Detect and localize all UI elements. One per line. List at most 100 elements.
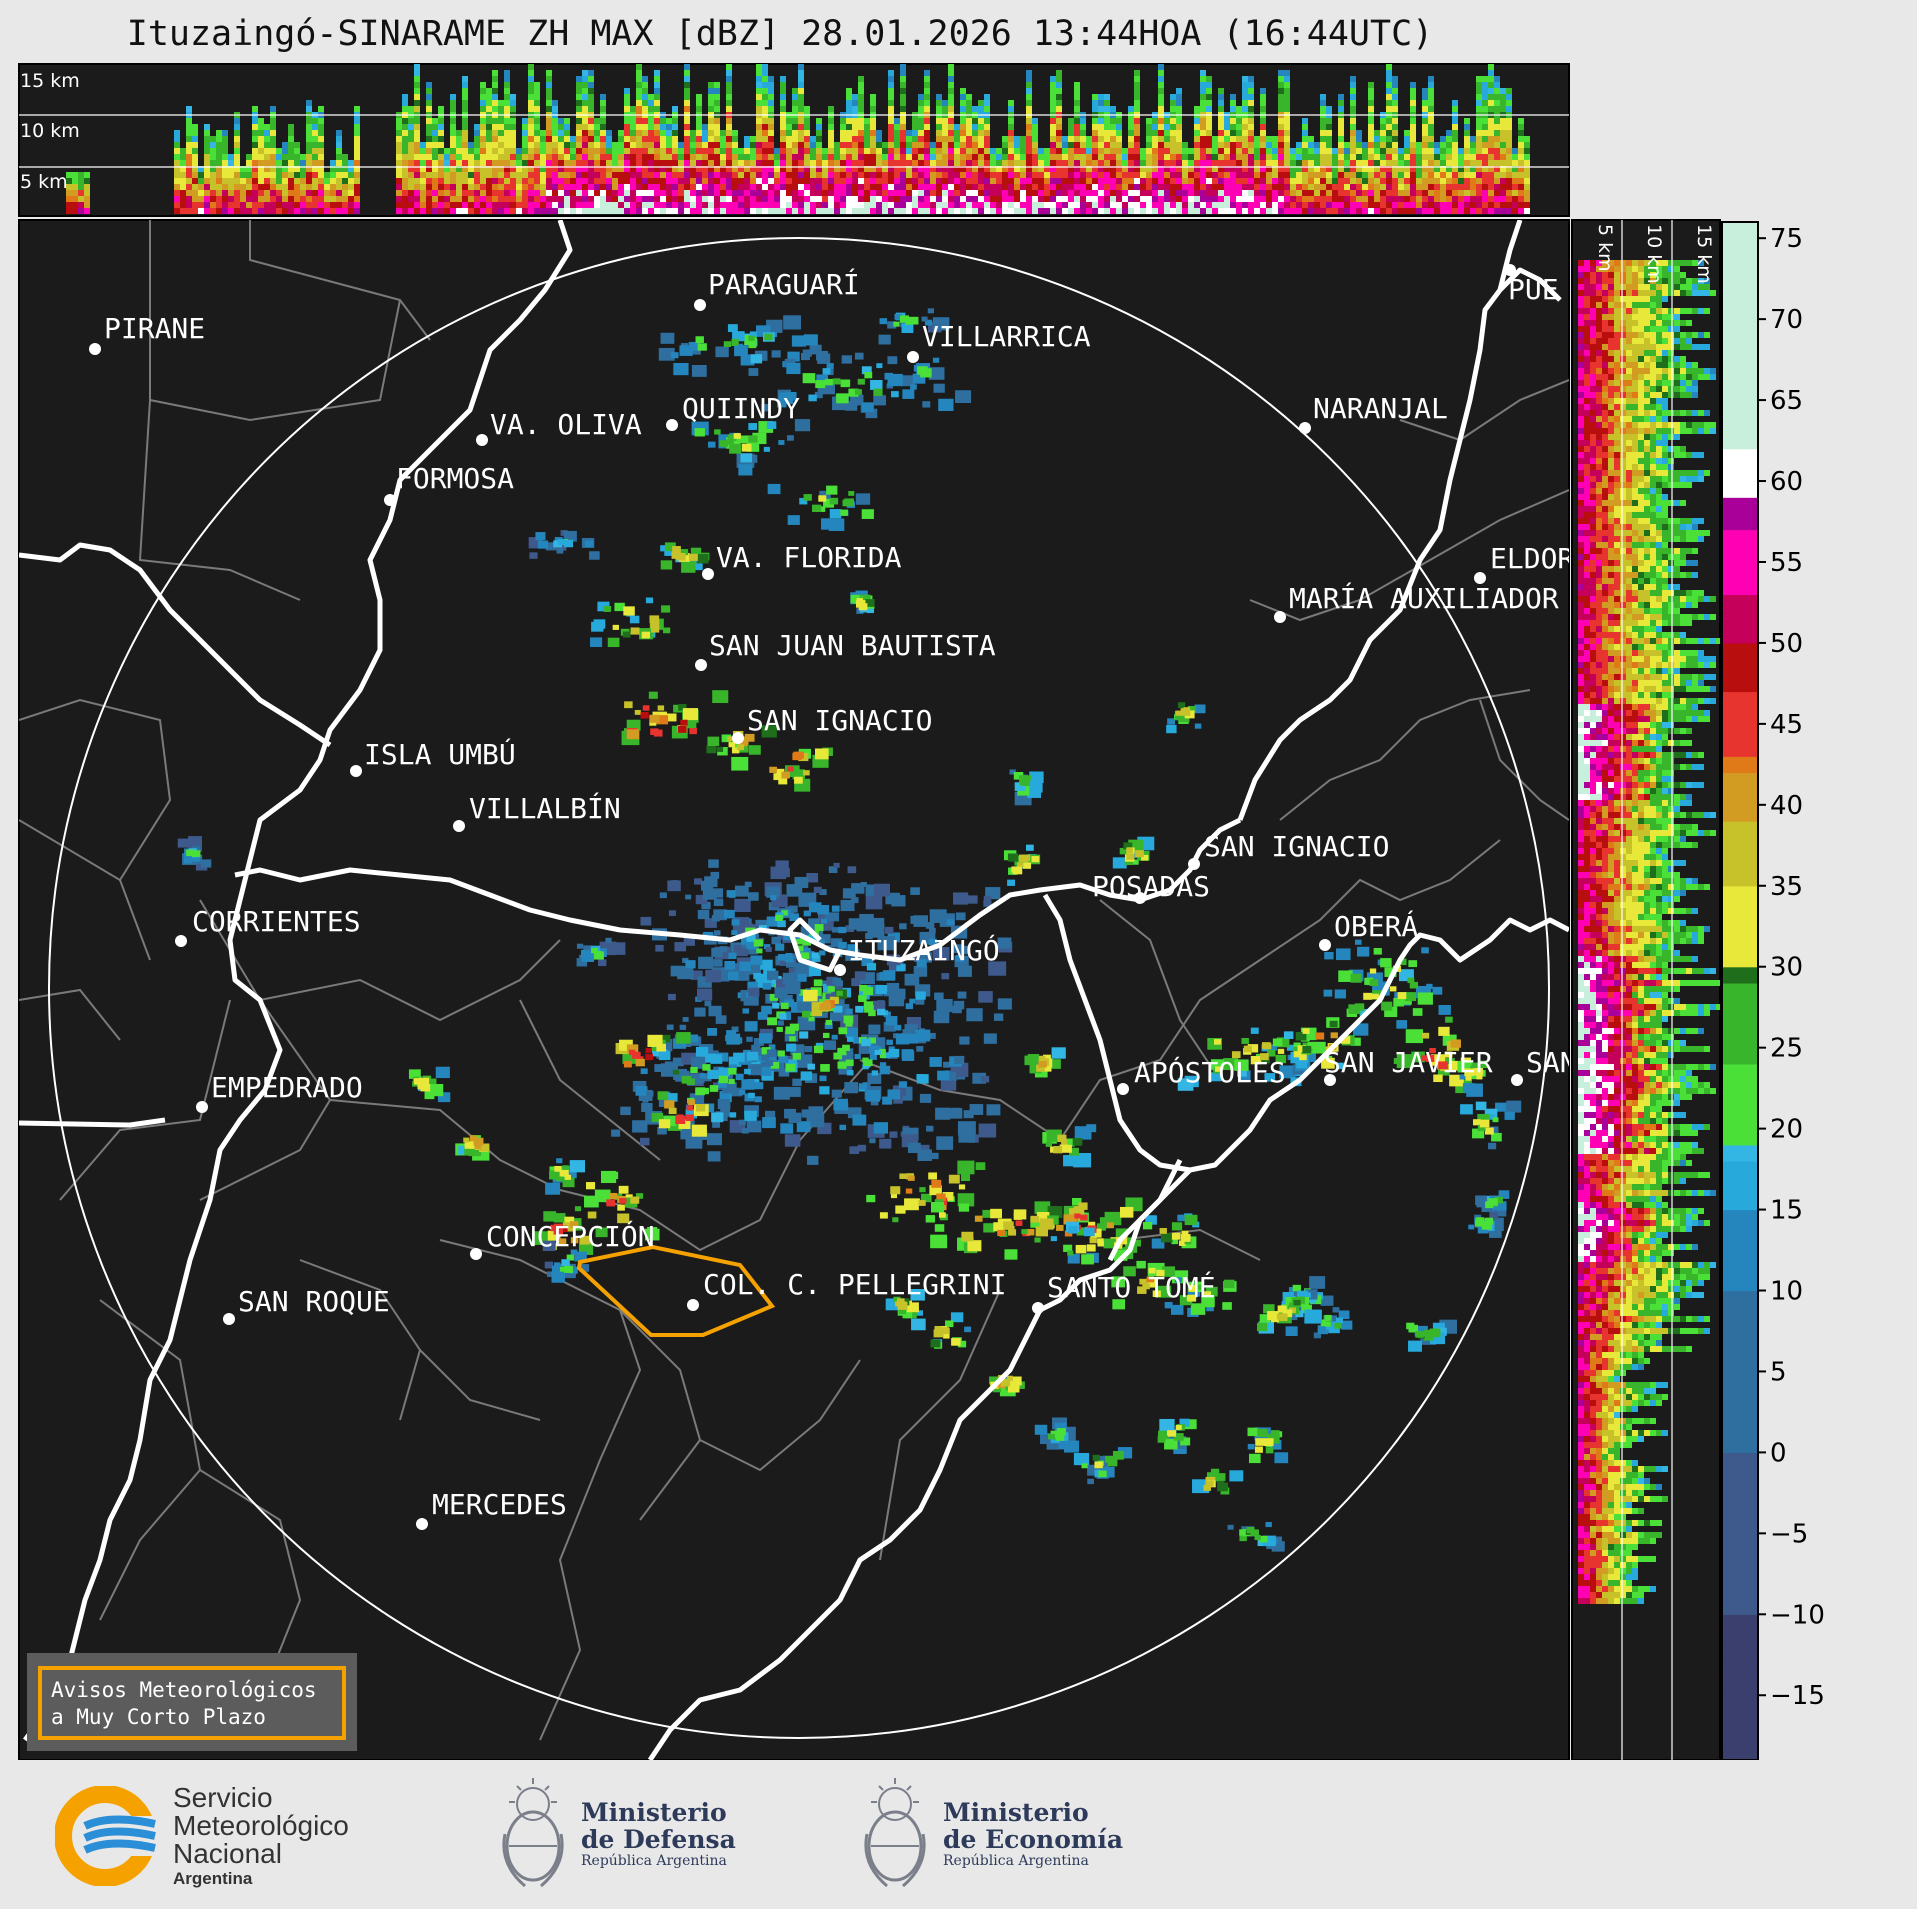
colorbar-tick-label: 0 bbox=[1770, 1438, 1787, 1468]
place-marker bbox=[1319, 939, 1331, 951]
colorbar-tick-label: −10 bbox=[1770, 1600, 1825, 1630]
warning-box-line2: a Muy Corto Plazo bbox=[51, 1705, 266, 1729]
colorbar-tick-label: 10 bbox=[1770, 1277, 1803, 1307]
place-label: FORMOSA bbox=[396, 462, 514, 495]
colorbar-tick-label: 65 bbox=[1770, 386, 1803, 416]
smn-line1: Servicio bbox=[173, 1782, 273, 1813]
place-label: SAN IGNACIO bbox=[1204, 830, 1389, 863]
place-marker bbox=[1032, 1302, 1044, 1314]
smn-logo[interactable]: Servicio Meteorológico Nacional Argentin… bbox=[55, 1784, 349, 1887]
place-marker bbox=[1299, 422, 1311, 434]
side-label-10km: 10 km bbox=[1643, 224, 1665, 284]
place-marker bbox=[732, 732, 744, 744]
national-coat-of-arms-icon bbox=[864, 1778, 926, 1888]
economia-line2: de Economía bbox=[943, 1825, 1124, 1855]
place-marker bbox=[384, 494, 396, 506]
place-label: CONCEPCIÓN bbox=[486, 1219, 655, 1253]
colorbar-tick-label: 25 bbox=[1770, 1034, 1803, 1064]
colorbar-tick-label: −5 bbox=[1770, 1519, 1808, 1549]
place-marker bbox=[834, 964, 846, 976]
place-marker bbox=[702, 568, 714, 580]
colorbar-tick-label: 55 bbox=[1770, 548, 1803, 578]
economia-line1: Ministerio bbox=[943, 1797, 1089, 1827]
place-label: SAN JUAN BAUTISTA bbox=[709, 629, 996, 662]
place-marker bbox=[666, 419, 678, 431]
smn-line4: Argentina bbox=[173, 1869, 253, 1888]
place-marker bbox=[175, 935, 187, 947]
place-marker bbox=[687, 1299, 699, 1311]
place-marker bbox=[196, 1101, 208, 1113]
place-markers: PIRANE PARAGUARÍ VILLARRICA VA. OLIVA QUIIND… bbox=[89, 264, 1577, 1530]
place-label: ELDOR bbox=[1490, 542, 1574, 575]
place-label: SAN IGNACIO bbox=[747, 704, 932, 737]
colorbar-tick-label: 20 bbox=[1770, 1115, 1803, 1145]
place-label: ISLA UMBÚ bbox=[364, 737, 516, 771]
place-label: ITUZAINGÓ bbox=[848, 933, 1000, 967]
place-label: MERCEDES bbox=[432, 1488, 567, 1521]
place-label: APÓSTOLES bbox=[1134, 1055, 1286, 1089]
place-label: PUE bbox=[1508, 273, 1559, 306]
colorbar-tick-label: 50 bbox=[1770, 629, 1803, 659]
top-label-5km: 5 km bbox=[20, 171, 68, 193]
place-marker bbox=[1188, 858, 1200, 870]
place-marker bbox=[89, 343, 101, 355]
defensa-logo[interactable]: Ministerio de Defensa República Argentin… bbox=[495, 1774, 736, 1894]
rivers-and-borders bbox=[19, 220, 1569, 1760]
smn-line3: Nacional bbox=[173, 1838, 282, 1869]
defensa-line2: de Defensa bbox=[581, 1825, 736, 1855]
place-label: SANTO TOMÉ bbox=[1047, 1270, 1216, 1304]
place-label: SAN bbox=[1526, 1046, 1577, 1079]
place-label: CORRIENTES bbox=[192, 905, 361, 938]
economia-line3: República Argentina bbox=[943, 1852, 1089, 1869]
place-label: SAN ROQUE bbox=[238, 1285, 390, 1318]
place-label: SAN JAVIER bbox=[1324, 1046, 1493, 1079]
smn-emblem-icon bbox=[55, 1785, 165, 1886]
place-marker bbox=[470, 1248, 482, 1260]
place-marker bbox=[1324, 1074, 1336, 1086]
place-label: QUIINDY bbox=[682, 392, 800, 425]
range-ring bbox=[48, 237, 1550, 1739]
colorbar-tick-label: 15 bbox=[1770, 1196, 1803, 1226]
economia-logo[interactable]: Ministerio de Economía República Argenti… bbox=[857, 1774, 1123, 1894]
colorbar-tick-label: 5 bbox=[1770, 1357, 1787, 1387]
place-marker bbox=[416, 1518, 428, 1530]
place-marker bbox=[453, 820, 465, 832]
place-marker bbox=[350, 765, 362, 777]
side-label-5km: 5 km bbox=[1594, 224, 1616, 272]
warning-polygon bbox=[576, 1244, 776, 1337]
footer-logos: Servicio Meteorológico Nacional Argentin… bbox=[0, 1760, 1917, 1909]
national-coat-of-arms-icon bbox=[502, 1778, 564, 1888]
colorbar bbox=[1722, 222, 1758, 1760]
place-marker bbox=[1274, 611, 1286, 623]
place-marker bbox=[1117, 1083, 1129, 1095]
place-marker bbox=[694, 299, 706, 311]
place-marker bbox=[1474, 572, 1486, 584]
defensa-line3: República Argentina bbox=[581, 1852, 727, 1869]
place-marker bbox=[1504, 264, 1516, 276]
colorbar-tick-label: 60 bbox=[1770, 467, 1803, 497]
place-marker bbox=[1511, 1074, 1523, 1086]
place-label: EMPEDRADO bbox=[211, 1071, 363, 1104]
place-marker bbox=[907, 351, 919, 363]
top-label-10km: 10 km bbox=[20, 120, 80, 142]
place-label: PARAGUARÍ bbox=[708, 267, 860, 301]
warning-box[interactable]: Avisos Meteorológicos a Muy Corto Plazo bbox=[27, 1653, 357, 1751]
place-label: MARÍA AUXILIADOR bbox=[1289, 581, 1559, 615]
place-marker bbox=[476, 434, 488, 446]
place-marker bbox=[223, 1313, 235, 1325]
map-title: Ituzaingó-SINARAME ZH MAX [dBZ] 28.01.20… bbox=[126, 14, 1434, 54]
place-marker bbox=[1134, 892, 1146, 904]
colorbar-tick-label: −15 bbox=[1770, 1681, 1825, 1711]
place-label: OBERÁ bbox=[1334, 909, 1418, 943]
place-label: NARANJAL bbox=[1313, 392, 1448, 425]
place-label: POSADAS bbox=[1092, 870, 1210, 903]
colorbar-tick-label: 35 bbox=[1770, 872, 1803, 902]
colorbar-tick-label: 30 bbox=[1770, 953, 1803, 983]
colorbar-tick-label: 40 bbox=[1770, 791, 1803, 821]
place-label: VILLARRICA bbox=[922, 320, 1091, 353]
defensa-line1: Ministerio bbox=[581, 1797, 727, 1827]
place-label: PIRANE bbox=[104, 312, 205, 345]
colorbar-tick-label: 45 bbox=[1770, 710, 1803, 740]
place-label: VA. OLIVA bbox=[490, 408, 642, 441]
